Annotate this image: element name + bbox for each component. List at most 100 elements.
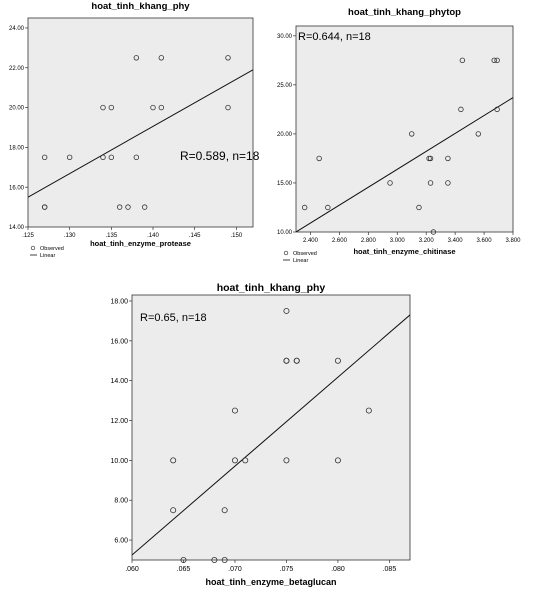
data-point (283, 457, 290, 464)
x-tick-label: .075 (280, 566, 294, 573)
x-tick-label: .145 (189, 233, 201, 239)
y-tick-label: 14.00 (110, 378, 128, 385)
y-tick-label: 25.00 (277, 83, 293, 89)
x-tick-label: .140 (147, 233, 159, 239)
data-point (66, 154, 73, 161)
x-tick-label: .080 (331, 566, 345, 573)
y-tick-label: 18.00 (110, 298, 128, 305)
data-point (416, 204, 422, 211)
chart-panel: hoat_tinh_khang_phy 14.00 16.00 18.00 20.00 2… (9, 1, 260, 259)
data-point (100, 104, 106, 111)
correlation-annotation: R=0.589, n=18 (180, 149, 260, 163)
y-tick-label: 24.00 (9, 26, 25, 32)
y-tick-label: 30.00 (277, 34, 293, 40)
data-point (108, 154, 115, 161)
x-tick-label: .135 (105, 233, 117, 239)
correlation-annotation: R=0.644, n=18 (298, 31, 371, 43)
data-point (301, 204, 308, 211)
linear-fit-line (132, 314, 410, 556)
y-tick-label: 16.00 (9, 185, 25, 191)
data-point (494, 57, 500, 64)
y-tick-label: 20.00 (277, 132, 293, 138)
data-point (225, 104, 231, 111)
data-point (334, 357, 341, 364)
data-point (41, 204, 48, 210)
chart-panel: hoat_tinh_khang_phytop 10.00 15.00 20.00 25.… (277, 7, 521, 264)
data-point (316, 155, 322, 162)
linear-fit-line (28, 69, 253, 198)
y-tick-label: 20.00 (9, 106, 25, 112)
legend-observed-marker (30, 245, 36, 251)
chart-title: hoat_tinh_khang_phy (217, 282, 326, 294)
x-tick-label: 2.800 (361, 238, 377, 244)
x-tick-label: .085 (383, 566, 397, 573)
x-tick-label: .130 (64, 233, 76, 239)
data-point (150, 104, 156, 111)
data-point (231, 407, 238, 414)
data-point (116, 204, 123, 210)
y-tick-label: 10.00 (277, 230, 293, 236)
data-point (242, 457, 249, 464)
data-point (283, 357, 290, 364)
data-point (365, 407, 372, 414)
x-tick-label: .070 (228, 566, 242, 573)
data-point (334, 457, 341, 464)
data-point (211, 557, 218, 564)
data-point (458, 106, 464, 113)
x-tick-label: 3.800 (505, 238, 521, 244)
y-tick-label: 15.00 (277, 181, 293, 187)
linear-fit-line (296, 97, 513, 232)
x-tick-label: 3.400 (448, 238, 464, 244)
y-tick-label: 6.00 (114, 538, 128, 545)
y-tick-label: 12.00 (110, 418, 128, 425)
x-axis-label: hoat_tinh_enzyme_protease (90, 239, 191, 248)
data-point (180, 557, 187, 564)
y-tick-label: 8.00 (114, 498, 128, 505)
data-point (459, 57, 466, 64)
x-axis-label: hoat_tinh_enzyme_chitinase (353, 247, 455, 256)
data-point (225, 55, 231, 61)
data-point (283, 307, 290, 314)
data-point (427, 155, 434, 162)
x-tick-label: 3.200 (419, 238, 435, 244)
x-tick-label: .065 (177, 566, 191, 573)
x-tick-label: .150 (230, 233, 242, 239)
data-point (494, 106, 500, 113)
data-point (125, 204, 131, 210)
data-point (409, 131, 415, 137)
x-tick-label: .125 (22, 233, 34, 239)
legend-observed-label: Observed (40, 246, 64, 252)
x-tick-label: 3.600 (477, 238, 493, 244)
y-tick-label: 14.00 (9, 225, 25, 231)
data-point (141, 204, 148, 210)
data-point (325, 204, 331, 211)
chart-title: hoat_tinh_khang_phytop (348, 7, 461, 18)
data-point (133, 55, 140, 61)
plot-area (131, 294, 411, 561)
legend-linear-label: Linear (40, 253, 55, 259)
data-point (445, 155, 451, 162)
data-point (158, 55, 165, 61)
x-axis-label: hoat_tinh_enzyme_betaglucan (205, 577, 336, 587)
data-point (445, 180, 451, 186)
data-point (426, 155, 432, 162)
data-point (221, 507, 228, 514)
legend-observed-label: Observed (293, 251, 317, 257)
data-point (430, 229, 437, 235)
data-point (221, 557, 228, 564)
data-point (170, 507, 177, 514)
x-tick-label: 2.400 (303, 238, 319, 244)
legend-linear-label: Linear (293, 258, 308, 264)
x-tick-label: 3.000 (390, 238, 406, 244)
y-tick-label: 10.00 (110, 458, 128, 465)
y-tick-label: 16.00 (110, 338, 128, 345)
chart-title: hoat_tinh_khang_phy (91, 1, 190, 12)
x-tick-label: 2.600 (332, 238, 348, 244)
data-point (231, 457, 238, 464)
y-tick-label: 18.00 (9, 145, 25, 151)
x-tick-label: .060 (125, 566, 139, 573)
data-point (491, 57, 497, 64)
